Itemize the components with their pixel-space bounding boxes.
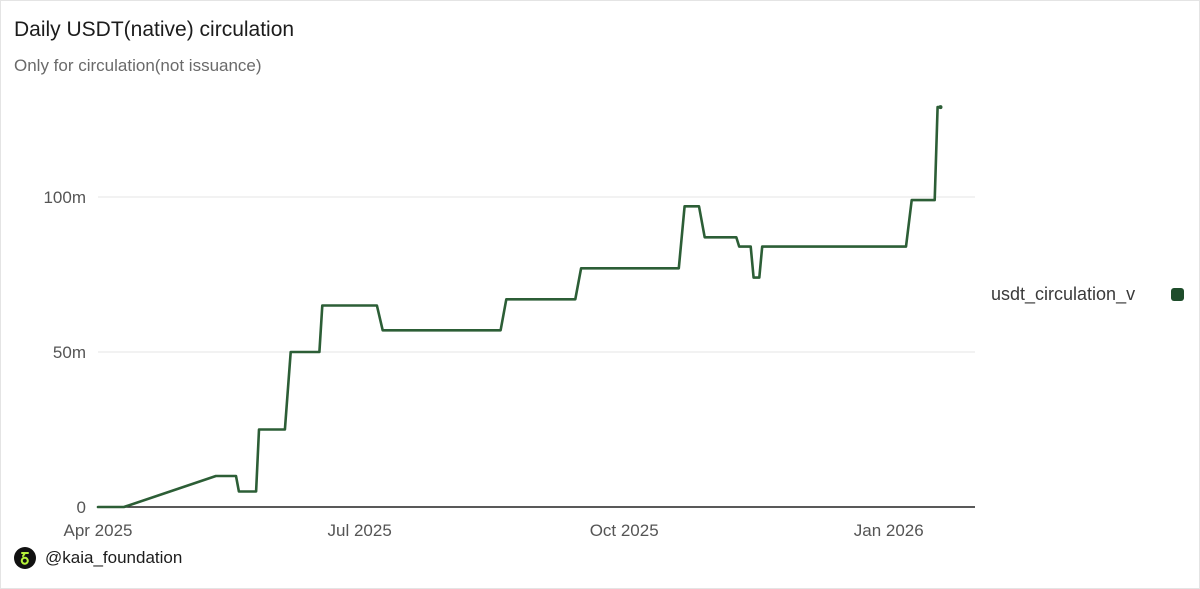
- legend-label: usdt_circulation_v: [991, 284, 1136, 304]
- y-tick-label-1: 50m: [53, 343, 86, 362]
- chart-subtitle: Only for circulation(not issuance): [14, 56, 262, 75]
- x-tick-label-0: Apr 2025: [64, 521, 133, 540]
- legend[interactable]: usdt_circulation_v: [991, 284, 1184, 305]
- x-tick-label-3: Jan 2026: [854, 521, 924, 540]
- kaia-logo-icon: [14, 547, 36, 569]
- footer-handle: @kaia_foundation: [45, 548, 183, 567]
- series-line-0: [96, 105, 942, 509]
- chart-title: Daily USDT(native) circulation: [14, 18, 295, 41]
- y-tick-label-2: 100m: [43, 188, 86, 207]
- y-tick-label-0: 0: [77, 498, 86, 517]
- footer-attribution: @kaia_foundation: [14, 547, 182, 569]
- series-endpoint-0: [938, 105, 943, 110]
- x-tick-label-1: Jul 2025: [328, 521, 392, 540]
- x-tick-label-2: Oct 2025: [590, 521, 659, 540]
- legend-swatch: [1171, 288, 1184, 301]
